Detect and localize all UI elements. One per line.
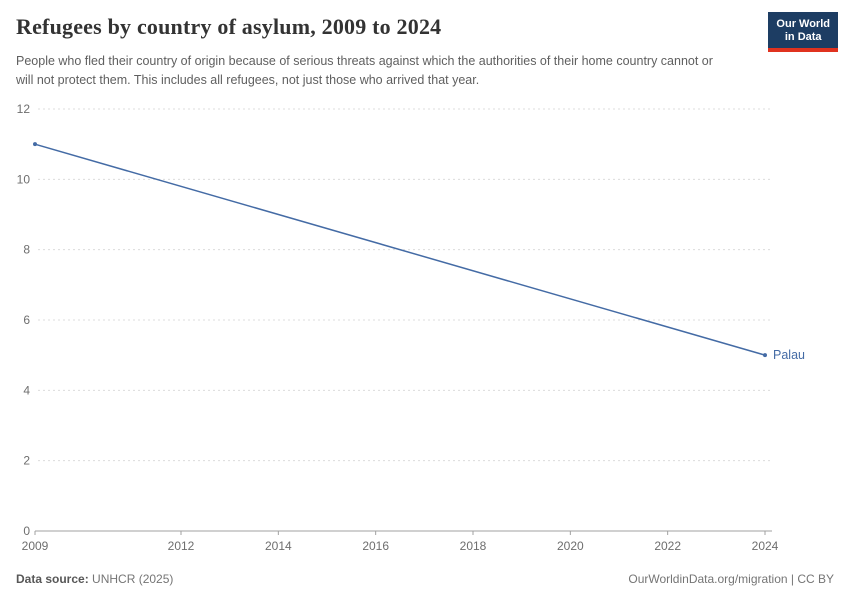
credit-link[interactable]: OurWorldinData.org/migration | CC BY	[628, 572, 834, 586]
x-tick-label: 2012	[168, 539, 195, 553]
page-title: Refugees by country of asylum, 2009 to 2…	[16, 14, 442, 39]
x-tick-label: 2016	[362, 539, 389, 553]
chart-footer: Data source: UNHCR (2025) OurWorldinData…	[16, 572, 834, 586]
owid-logo-line1: Our World	[776, 18, 830, 30]
data-point[interactable]	[763, 353, 767, 358]
y-tick-label: 2	[23, 454, 30, 468]
chart-subtitle: People who fled their country of origin …	[16, 54, 713, 87]
x-tick-label: 2009	[22, 539, 49, 553]
x-tick-label: 2022	[654, 539, 681, 553]
series-end-label: Palau	[773, 348, 805, 362]
x-tick-label: 2018	[460, 539, 487, 553]
line-chart[interactable]: 0 2 4 6 8 10 12 2009 2012 2014 2016 2018 2020 2022 202…	[0, 96, 850, 556]
data-source-label: Data source:	[16, 572, 89, 586]
y-tick-label: 12	[17, 102, 31, 116]
y-tick-label: 6	[23, 313, 30, 327]
y-tick-label: 0	[23, 524, 30, 538]
y-tick-label: 10	[17, 172, 31, 186]
series-line[interactable]	[34, 143, 766, 356]
chart-svg[interactable]: 0 2 4 6 8 10 12 2009 2012 2014 2016 2018 2020 2022 202…	[0, 96, 850, 556]
owid-logo-line2: in Data	[784, 31, 822, 43]
data-source-value[interactable]: UNHCR (2025)	[88, 572, 174, 586]
x-tick-label: 2020	[557, 539, 584, 553]
owid-logo[interactable]: Our World in Data	[768, 12, 838, 52]
x-tick-label: 2024	[752, 539, 779, 553]
data-source: Data source: UNHCR (2025)	[16, 572, 173, 586]
y-tick-label: 4	[23, 383, 30, 397]
y-tick-label: 8	[23, 243, 30, 257]
data-point[interactable]	[33, 142, 37, 147]
x-tick-label: 2014	[265, 539, 292, 553]
